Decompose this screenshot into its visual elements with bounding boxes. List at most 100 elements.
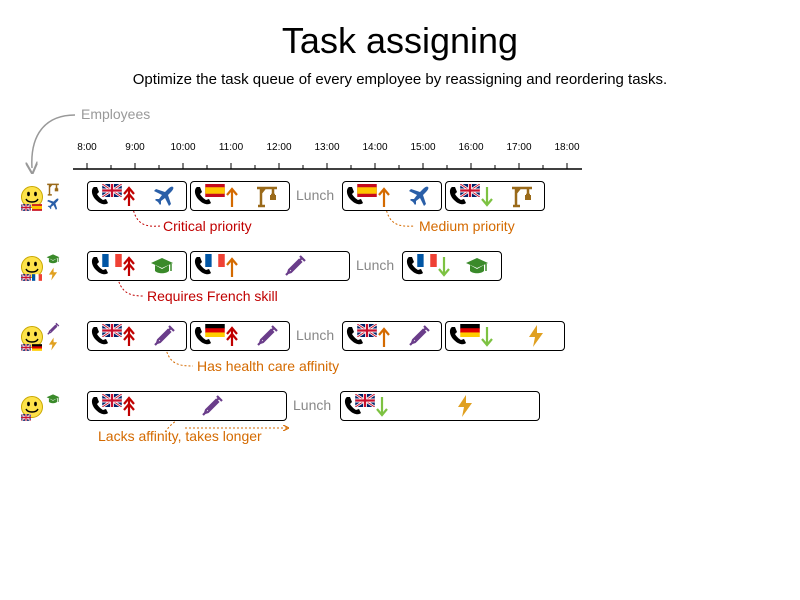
fr-flag-icon: [102, 254, 122, 267]
tick-label: 9:00: [125, 142, 145, 153]
syringe-icon: [283, 254, 307, 278]
low-priority-icon: [375, 396, 389, 418]
medium-priority-icon: [225, 256, 239, 278]
phone-icon: [346, 186, 364, 206]
es-flag-icon: [205, 184, 225, 197]
phone-icon: [91, 396, 109, 416]
phone-icon: [91, 326, 109, 346]
low-priority-icon: [480, 186, 494, 208]
syringe-icon: [255, 324, 279, 348]
airplane-icon: [152, 184, 176, 208]
crane-icon: [510, 184, 534, 208]
medium-priority-callout: Medium priority: [419, 218, 515, 234]
page-subtitle: Optimize the task queue of every employe…: [132, 71, 668, 88]
uk-flag-icon: [20, 203, 32, 212]
task-box[interactable]: [340, 391, 540, 421]
phone-icon: [449, 326, 467, 346]
timeline-ticks: [86, 163, 568, 169]
health-affinity-callout: Has health care affinity: [197, 358, 340, 374]
task-box[interactable]: [87, 181, 187, 211]
medium-priority-icon: [377, 326, 391, 348]
graduation-icon: [465, 254, 489, 278]
medium-priority-icon: [377, 186, 391, 208]
syringe-icon: [152, 324, 176, 348]
high-priority-icon: [225, 326, 239, 348]
uk-flag-icon: [356, 322, 378, 339]
phone-icon: [406, 256, 424, 276]
employee-2: [20, 252, 66, 286]
tick-label: 16:00: [458, 142, 484, 153]
uk-flag-icon: [20, 413, 32, 422]
fr-flag-icon: [205, 254, 225, 267]
employees-label: Employees: [81, 106, 151, 122]
uk-flag-icon: [101, 182, 123, 199]
high-priority-icon: [122, 396, 136, 418]
lightning-icon: [453, 394, 477, 418]
phone-icon: [346, 326, 364, 346]
airplane-icon: [407, 184, 431, 208]
de-flag-icon: [32, 344, 42, 351]
critical-priority-icon: [122, 186, 136, 208]
task-box[interactable]: [190, 251, 350, 281]
de-flag-icon: [205, 324, 225, 337]
es-flag-icon: [32, 204, 42, 211]
employee-avatar: [20, 395, 44, 424]
task-box[interactable]: [445, 181, 545, 211]
uk-flag-icon: [101, 392, 123, 409]
employee-3: [20, 322, 66, 356]
phone-icon: [91, 256, 109, 276]
lightning-icon: [524, 324, 548, 348]
critical-priority-icon: [122, 256, 136, 278]
tick-label: 11:00: [218, 142, 244, 153]
de-flag-icon: [460, 324, 480, 337]
tick-label: 8:00: [77, 142, 97, 153]
es-flag-icon: [357, 184, 377, 197]
uk-flag-icon: [20, 343, 32, 352]
phone-icon: [344, 396, 362, 416]
task-box[interactable]: [87, 251, 187, 281]
phone-icon: [194, 326, 212, 346]
task-box[interactable]: [342, 181, 442, 211]
lacks-affinity-callout: Lacks affinity, takes longer: [98, 428, 262, 444]
lightning-icon: [46, 267, 60, 281]
page-title: Task assigning: [281, 20, 519, 61]
task-box[interactable]: [87, 391, 287, 421]
task-box[interactable]: [342, 321, 442, 351]
fr-flag-icon: [417, 254, 437, 267]
medium-priority-icon: [225, 186, 239, 208]
crane-icon: [46, 182, 60, 196]
task-box[interactable]: [190, 181, 290, 211]
tick-label: 13:00: [314, 142, 340, 153]
lunch-label: Lunch: [293, 397, 332, 413]
employee-4: [20, 392, 66, 426]
tick-label: 18:00: [554, 142, 580, 153]
tick-label: 15:00: [410, 142, 436, 153]
phone-icon: [449, 186, 467, 206]
tick-label: 12:00: [266, 142, 292, 153]
phone-icon: [91, 186, 109, 206]
lunch-label: Lunch: [296, 187, 335, 203]
low-priority-icon: [480, 326, 494, 348]
task-box[interactable]: [445, 321, 565, 351]
task-box[interactable]: [190, 321, 290, 351]
low-priority-icon: [437, 256, 451, 278]
airplane-icon: [46, 197, 60, 211]
task-box[interactable]: [402, 251, 502, 281]
graduation-icon: [46, 252, 60, 266]
employee-1: [20, 182, 66, 216]
uk-flag-icon: [459, 182, 481, 199]
uk-flag-icon: [101, 322, 123, 339]
uk-flag-icon: [20, 273, 32, 282]
task-box[interactable]: [87, 321, 187, 351]
fr-flag-icon: [32, 274, 42, 281]
french-skill-callout: Requires French skill: [147, 288, 278, 304]
employees-arrow: [32, 114, 76, 168]
high-priority-icon: [122, 326, 136, 348]
syringe-icon: [200, 394, 224, 418]
graduation-icon: [150, 254, 174, 278]
critical-priority-callout: Critical priority: [163, 218, 252, 234]
tick-label: 17:00: [506, 142, 532, 153]
lightning-icon: [46, 337, 60, 351]
uk-flag-icon: [354, 392, 376, 409]
